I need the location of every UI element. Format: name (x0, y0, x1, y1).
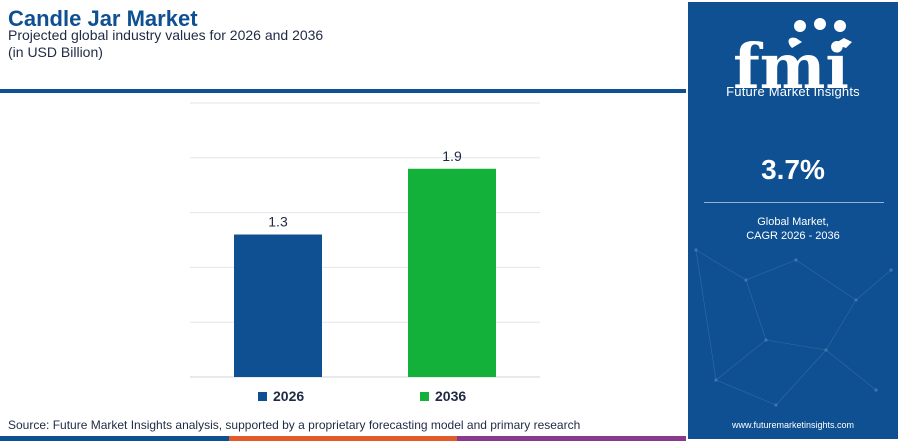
legend-item-2036: 2036 (420, 388, 466, 404)
sidebar-panel: fmi Future Market Insights 3.7% Global M… (686, 0, 900, 441)
strip-segment-blue (0, 436, 229, 441)
legend-swatch-2026 (258, 391, 267, 401)
bar-2036 (408, 168, 496, 377)
data-label-2036: 1.9 (442, 148, 462, 164)
legend-swatch-2036 (420, 391, 429, 401)
sidebar-divider (704, 202, 884, 203)
cagr-label-line2: CAGR 2026 - 2036 (746, 230, 840, 242)
strip-segment-orange (228, 436, 458, 441)
cagr-label-line1: Global Market, (757, 216, 829, 228)
chart-title: Candle Jar Market (8, 6, 198, 31)
strip-segment-purple (457, 436, 687, 441)
bar-chart: 1.3 1.9 (0, 93, 686, 413)
logo-brand-name: Future Market Insights (726, 84, 860, 99)
bottom-color-strip (0, 436, 687, 441)
legend-label-2026: 2026 (273, 388, 305, 404)
chart-unit: (in USD Billion) (8, 44, 103, 60)
cagr-label: Global Market, CAGR 2026 - 2036 (686, 215, 900, 243)
fmi-logo: fmi (733, 18, 852, 103)
network-pattern-decoration (694, 248, 893, 407)
source-note: Source: Future Market Insights analysis,… (8, 418, 581, 432)
logo-letters: fmi (733, 30, 849, 103)
bar-chart-svg: 1.3 1.9 (190, 102, 540, 378)
legend-item-2026: 2026 (258, 388, 304, 404)
header-divider (0, 89, 686, 93)
data-label-2026: 1.3 (268, 214, 288, 230)
bar-2026 (234, 234, 322, 377)
chart-subtitle: Projected global industry values for 202… (8, 27, 324, 43)
cagr-value: 3.7% (761, 154, 825, 185)
legend-label-2036: 2036 (435, 388, 467, 404)
website-link[interactable]: www.futuremarketinsights.com (731, 420, 855, 430)
chart-header: Candle Jar Market Projected global indus… (0, 0, 686, 93)
